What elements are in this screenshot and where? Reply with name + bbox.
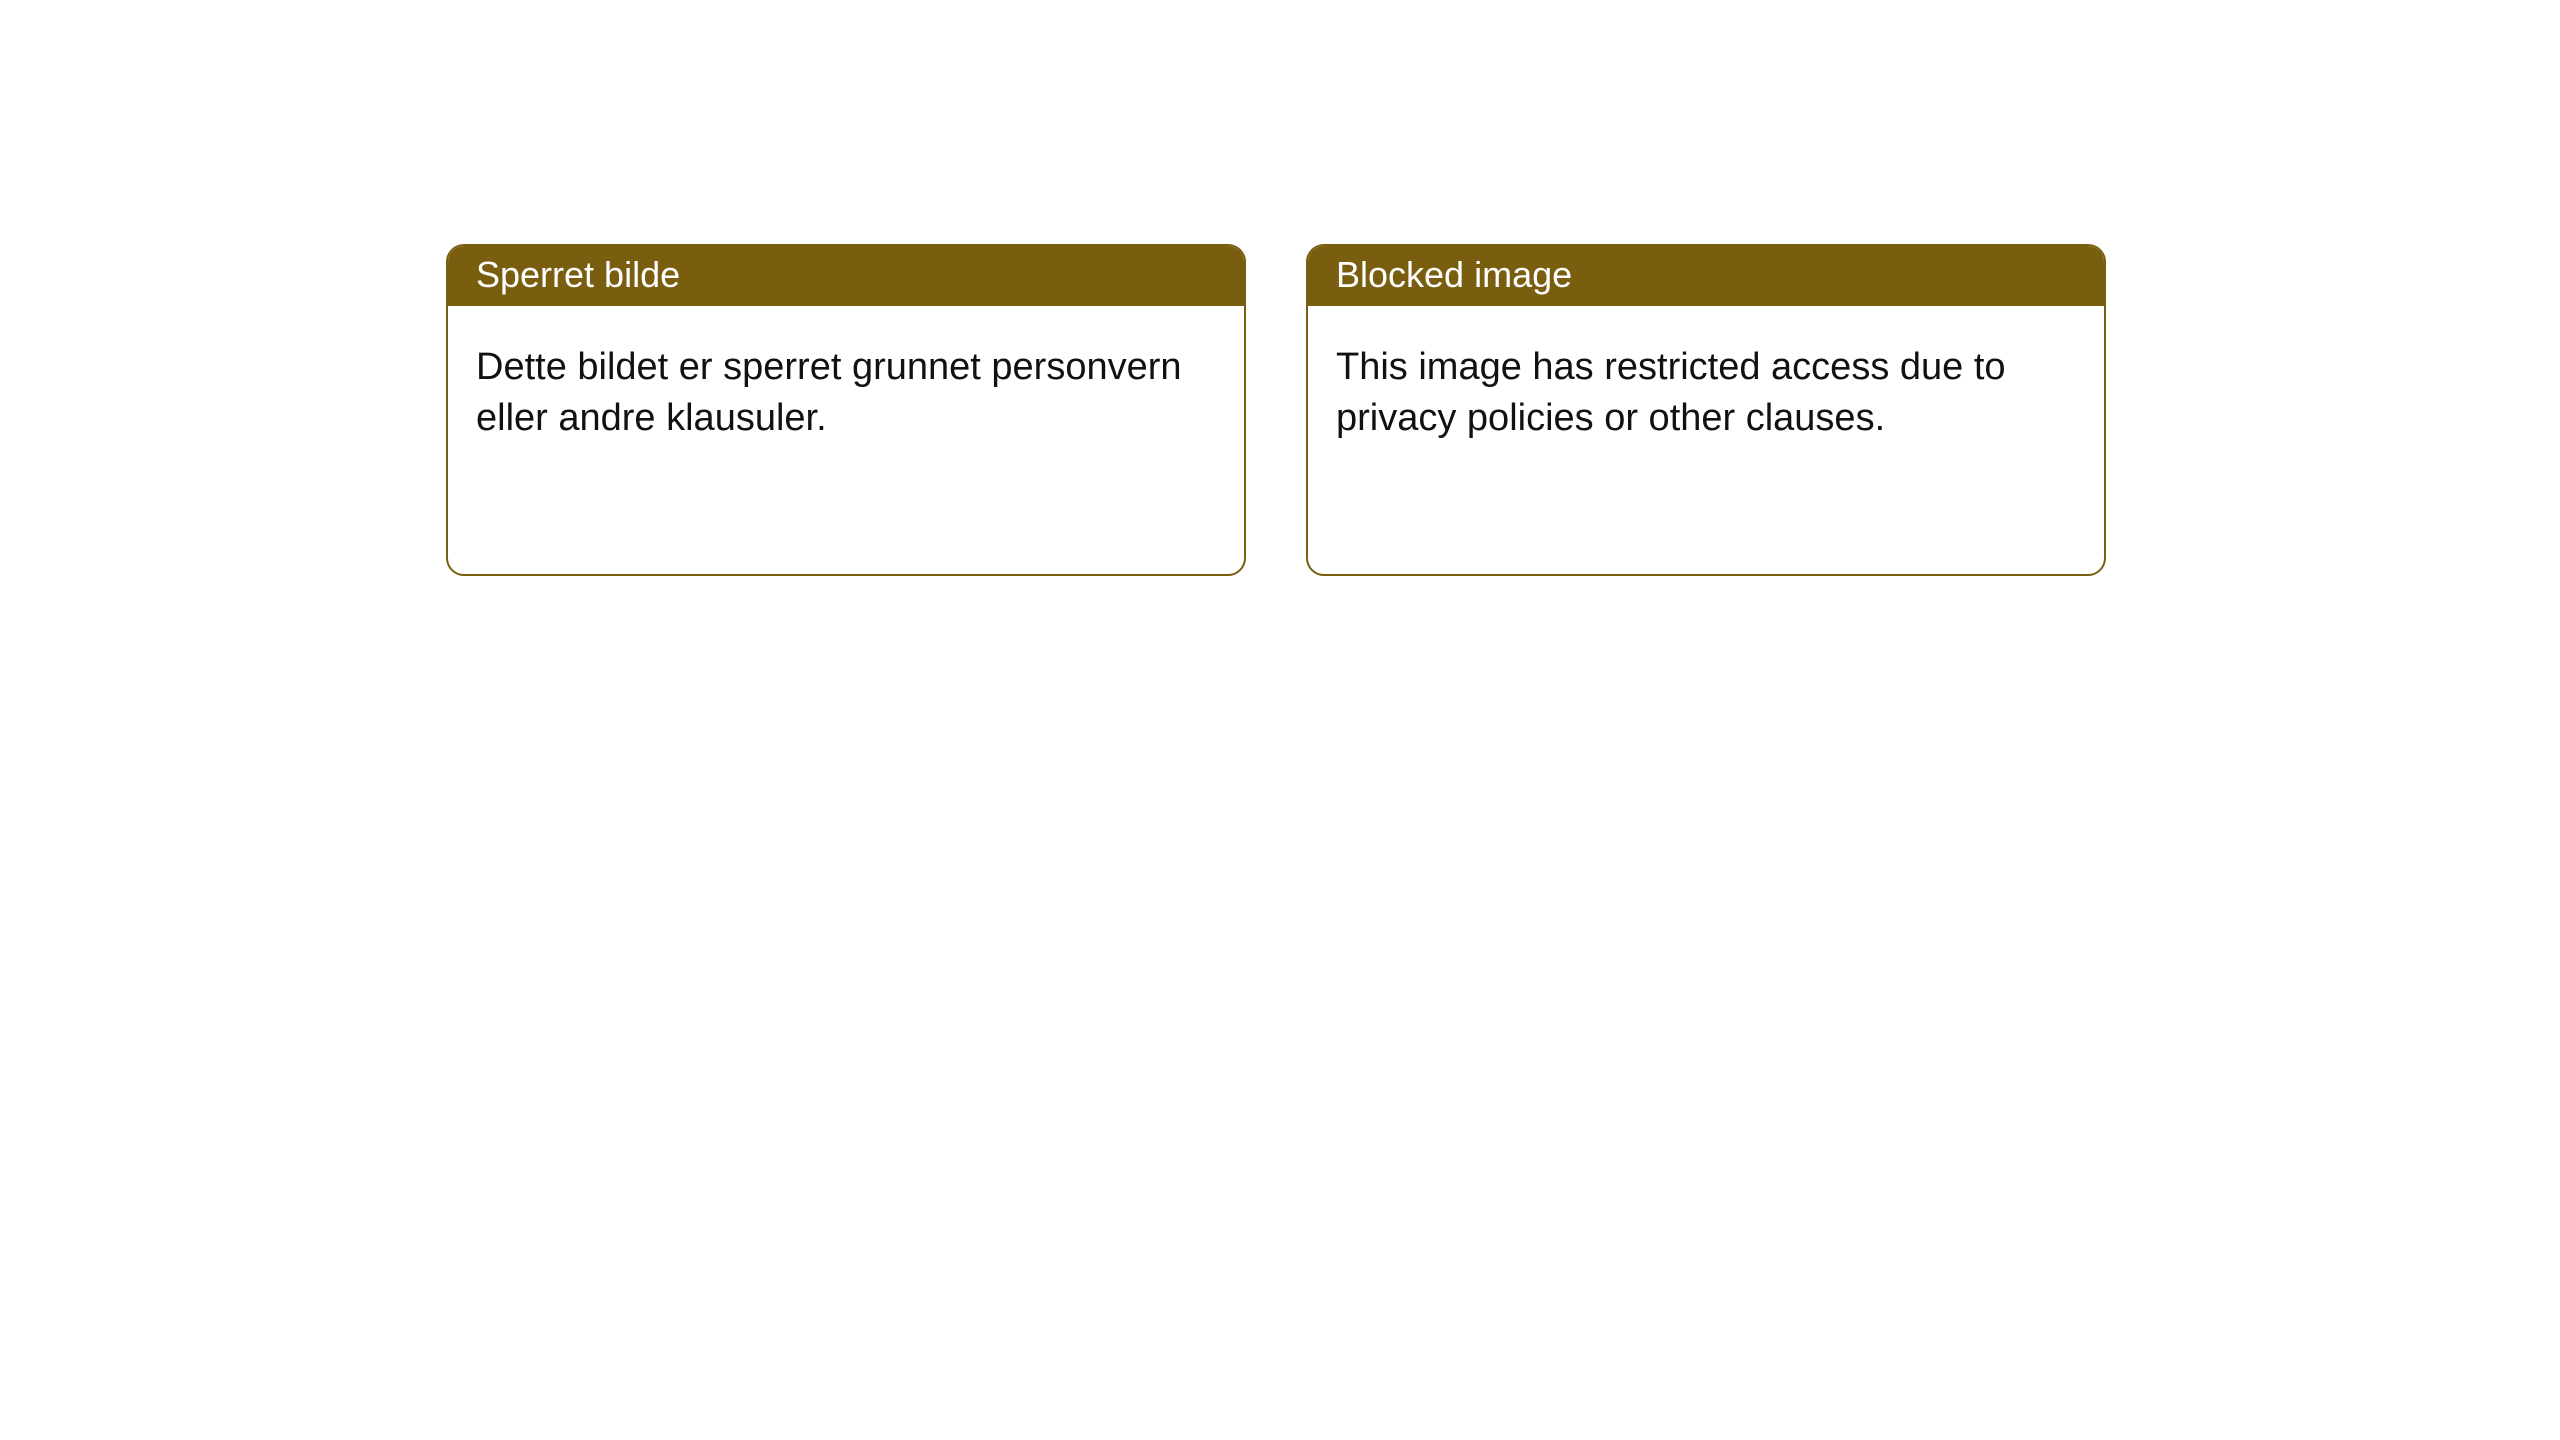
card-body: Dette bildet er sperret grunnet personve… [448,306,1244,473]
notice-card-english: Blocked image This image has restricted … [1306,244,2106,576]
card-body-text: Dette bildet er sperret grunnet personve… [476,346,1182,439]
notice-card-norwegian: Sperret bilde Dette bildet er sperret gr… [446,244,1246,576]
card-header: Blocked image [1308,246,2104,306]
card-body-text: This image has restricted access due to … [1336,346,2006,439]
card-title: Blocked image [1336,254,1572,295]
card-header: Sperret bilde [448,246,1244,306]
card-title: Sperret bilde [476,254,680,295]
notice-cards-container: Sperret bilde Dette bildet er sperret gr… [0,0,2560,576]
card-body: This image has restricted access due to … [1308,306,2104,473]
